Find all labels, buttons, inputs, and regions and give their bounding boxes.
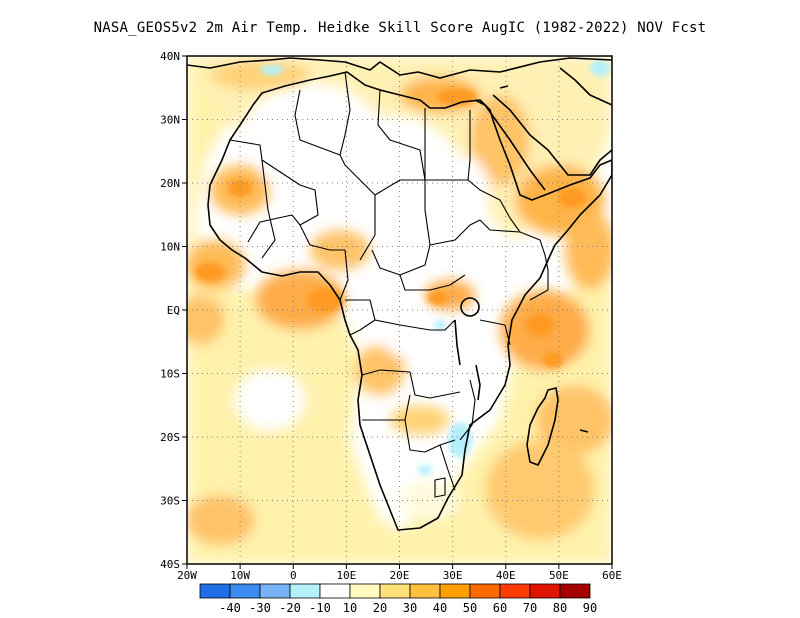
- colorbar-swatch: [559, 583, 591, 599]
- lon-tick-label: 20W: [177, 569, 197, 582]
- plot-area: [187, 56, 612, 564]
- lat-tick-label: 40S: [160, 558, 180, 571]
- country-borders: [229, 71, 549, 498]
- colorbar: -40 -30 -20 -10 10 20 30 40 50 60 70 80 90: [199, 583, 597, 615]
- colorbar-label: 50: [463, 601, 477, 615]
- lon-tick-label: 10W: [230, 569, 250, 582]
- lon-tick-label: 50E: [549, 569, 569, 582]
- lon-tick-label: 40E: [496, 569, 516, 582]
- colorbar-swatch: [199, 583, 231, 599]
- lon-tick-label: 60E: [602, 569, 622, 582]
- lat-tick-label: 30N: [160, 114, 180, 127]
- colorbar-swatch: [409, 583, 441, 599]
- colorbar-label: 30: [403, 601, 417, 615]
- colorbar-label: -20: [279, 601, 301, 615]
- lat-tick-label: 10S: [160, 368, 180, 381]
- colorbar-label: 70: [523, 601, 537, 615]
- lon-tick-label: 0: [290, 569, 297, 582]
- colorbar-swatch: [289, 583, 321, 599]
- lat-tick-label: EQ: [167, 304, 180, 317]
- colorbar-label: 60: [493, 601, 507, 615]
- map-grid: [187, 56, 612, 564]
- colorbar-label: 90: [583, 601, 597, 615]
- colorbar-label: -10: [309, 601, 331, 615]
- lat-tick-label: 20N: [160, 177, 180, 190]
- lat-tick-label: 10N: [160, 241, 180, 254]
- colorbar-swatch: [319, 583, 351, 599]
- colorbar-label: -40: [219, 601, 241, 615]
- colorbar-swatch: [439, 583, 471, 599]
- colorbar-label: 40: [433, 601, 447, 615]
- colorbar-label: 80: [553, 601, 567, 615]
- colorbar-swatch: [469, 583, 501, 599]
- colorbar-swatch: [229, 583, 261, 599]
- lat-tick-label: 40N: [160, 50, 180, 63]
- colorbar-label: -30: [249, 601, 271, 615]
- lat-tick-label: 20S: [160, 431, 180, 444]
- latitude-ticks: 40N 30N 20N 10N EQ 10S 20S 30S 40S: [160, 50, 187, 571]
- lon-tick-label: 10E: [336, 569, 356, 582]
- colorbar-swatch: [349, 583, 381, 599]
- colorbar-label: 10: [343, 601, 357, 615]
- coastlines: [187, 57, 612, 531]
- lon-tick-label: 20E: [390, 569, 410, 582]
- colorbar-label: 20: [373, 601, 387, 615]
- figure-title: NASA_GEOS5v2 2m Air Temp. Heidke Skill S…: [93, 20, 707, 36]
- lat-tick-label: 30S: [160, 495, 180, 508]
- colorbar-swatch: [529, 583, 561, 599]
- colorbar-swatch: [499, 583, 531, 599]
- colorbar-swatch: [259, 583, 291, 599]
- colorbar-swatch: [379, 583, 411, 599]
- longitude-ticks: 20W 10W 0 10E 20E 30E 40E 50E 60E: [177, 564, 622, 582]
- lon-tick-label: 30E: [443, 569, 463, 582]
